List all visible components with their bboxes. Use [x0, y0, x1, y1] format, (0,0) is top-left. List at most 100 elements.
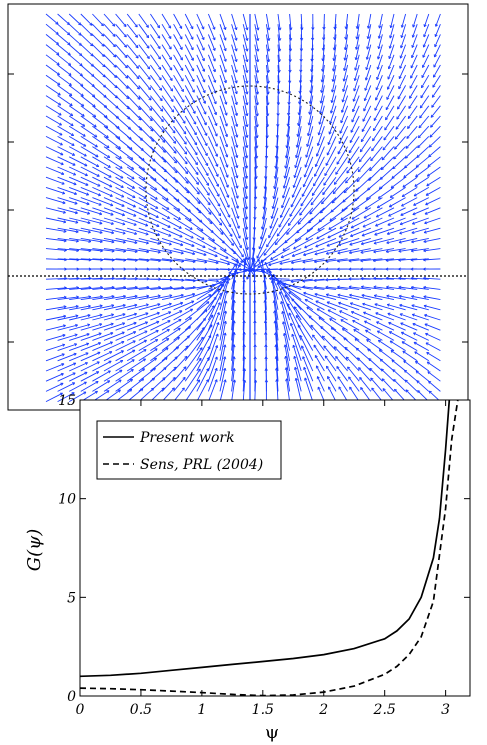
field-arrow-head [349, 140, 353, 144]
field-arrow [414, 351, 430, 362]
field-arrow-head [256, 255, 260, 259]
field-arrow-head [294, 366, 298, 370]
field-arrow [219, 13, 227, 30]
field-arrow-head [415, 360, 419, 364]
field-arrow-head [404, 369, 408, 373]
field-arrow [272, 187, 279, 209]
field-arrow-head [374, 107, 378, 111]
field-arrow [126, 64, 140, 80]
field-arrow [138, 156, 156, 172]
field-arrow-head [87, 304, 91, 308]
field-arrow-head [282, 195, 286, 199]
field-arrow [311, 44, 314, 62]
field-arrow [319, 197, 337, 214]
field-arrow-head [223, 356, 227, 360]
field-arrow [68, 85, 84, 97]
field-arrow-head [332, 68, 336, 72]
field-arrow [318, 115, 325, 136]
field-arrow-head [123, 23, 127, 27]
field-arrow [196, 283, 223, 300]
field-arrow [219, 379, 226, 402]
field-arrow [423, 227, 441, 234]
field-arrow-head [352, 109, 356, 113]
field-arrow [282, 238, 302, 251]
field-arrow [126, 85, 141, 100]
field-arrow-head [373, 241, 377, 245]
field-arrow-head [388, 55, 392, 59]
field-arrow [196, 289, 220, 311]
field-arrow [385, 277, 406, 280]
field-arrow-head [83, 153, 87, 157]
field-arrow [411, 34, 418, 48]
field-arrow-head [228, 271, 232, 275]
field-arrow-head [243, 257, 248, 261]
field-arrow-head [106, 390, 110, 394]
field-arrow-head [215, 345, 219, 349]
field-arrow [424, 207, 441, 215]
field-arrow-head [348, 376, 352, 380]
field-arrow-head [143, 339, 147, 343]
field-arrow-head [310, 324, 314, 328]
field-arrow [321, 54, 325, 72]
field-arrow-head [181, 110, 185, 114]
field-arrow [231, 85, 238, 105]
field-arrow-head [284, 355, 288, 359]
field-arrow [103, 125, 121, 139]
field-arrow-head [269, 276, 272, 281]
field-arrow-head [350, 233, 354, 238]
field-arrow [302, 278, 325, 282]
field-arrow [92, 248, 115, 252]
field-arrow [334, 24, 337, 40]
field-arrow [161, 187, 180, 202]
field-arrow-head [223, 248, 227, 252]
field-arrow-head [292, 184, 296, 188]
field-arrow-head [387, 76, 391, 80]
field-arrow [283, 283, 313, 290]
field-arrow-head [256, 37, 260, 41]
field-arrow-head [278, 267, 282, 272]
field-arrow [412, 13, 418, 28]
field-arrow [138, 320, 160, 331]
field-arrow [92, 237, 115, 243]
field-arrow [138, 13, 149, 28]
field-arrow-head [244, 226, 249, 230]
field-arrow-head [206, 182, 210, 186]
field-arrow [364, 75, 372, 91]
field-arrow-head [212, 47, 216, 51]
field-arrow [311, 54, 314, 72]
field-arrow-head [302, 184, 306, 188]
field-arrow-head [256, 59, 260, 63]
field-arrow [219, 166, 229, 188]
field-arrow [387, 75, 395, 90]
field-arrow [310, 64, 314, 83]
field-arrow [310, 324, 325, 341]
field-arrow [367, 348, 383, 362]
field-arrow-head [370, 377, 374, 381]
field-arrow [57, 287, 79, 290]
field-arrow [115, 369, 134, 382]
field-arrow-head [210, 314, 214, 318]
field-arrow [361, 227, 383, 237]
field-arrow [430, 115, 441, 128]
field-arrow [299, 335, 314, 362]
field-arrow [383, 125, 395, 141]
field-arrow-head [393, 156, 397, 160]
field-arrow [293, 306, 314, 331]
field-arrow [254, 75, 259, 95]
field-arrow-head [338, 140, 342, 145]
field-arrow [161, 287, 184, 290]
field-arrow [173, 377, 186, 392]
field-arrow-head [400, 331, 405, 335]
field-arrow [138, 217, 160, 227]
field-arrow [126, 54, 139, 69]
field-arrow-head [118, 379, 122, 383]
field-arrow [337, 294, 360, 301]
field-arrow-head [326, 301, 330, 305]
field-arrow [356, 166, 372, 183]
field-arrow [231, 379, 236, 402]
field-arrow [80, 332, 102, 341]
field-arrow [68, 74, 84, 87]
field-arrow [57, 334, 78, 341]
field-arrow-head [238, 245, 242, 249]
field-arrow-head [236, 215, 240, 219]
